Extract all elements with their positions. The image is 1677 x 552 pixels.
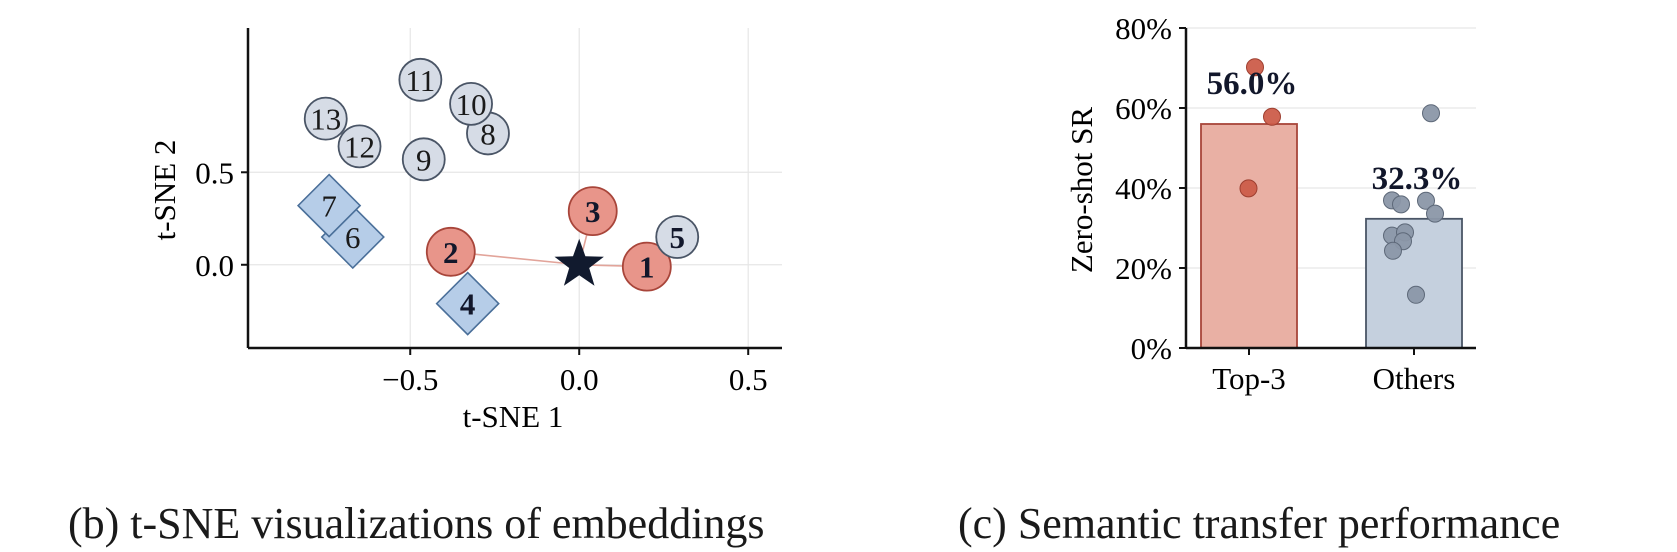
transfer-y-tick-label-1: 20% bbox=[1115, 251, 1172, 286]
tsne-point-label-5: 5 bbox=[669, 220, 685, 255]
transfer-caption: (c) Semantic transfer performance bbox=[958, 499, 1561, 548]
transfer-y-tick-label-4: 80% bbox=[1115, 11, 1172, 46]
transfer-dot-others-3 bbox=[1417, 191, 1435, 210]
tsne-point-label-9: 9 bbox=[416, 142, 432, 177]
tsne-point-marker-7 bbox=[296, 173, 362, 238]
transfer-dot-others-2 bbox=[1392, 195, 1410, 214]
tsne-point-9: 9 bbox=[401, 137, 446, 182]
tsne-point-3: 3 bbox=[567, 186, 618, 237]
transfer-y-tick-label-2: 40% bbox=[1115, 171, 1172, 206]
tsne-point-2: 2 bbox=[425, 226, 476, 277]
tsne-point-label-12: 12 bbox=[344, 129, 375, 164]
transfer-bar-others bbox=[1365, 217, 1463, 349]
transfer-value-label-0: 56.0% bbox=[1207, 66, 1298, 102]
transfer-y-axis-label: Zero-shot SR bbox=[1064, 107, 1099, 274]
transfer-dot-top-3-1 bbox=[1263, 107, 1281, 126]
tsne-point-label-8: 8 bbox=[480, 116, 496, 151]
tsne-y-axis-label: t-SNE 2 bbox=[147, 140, 182, 241]
transfer-value-labels: 56.0% 32.3% bbox=[1207, 66, 1463, 197]
transfer-dot-others-8 bbox=[1384, 241, 1402, 260]
tsne-point-marker-2 bbox=[425, 226, 476, 277]
transfer-dot-others-4 bbox=[1426, 204, 1444, 223]
transfer-y-tick-label-3: 60% bbox=[1115, 91, 1172, 126]
transfer-value-label-1: 32.3% bbox=[1372, 161, 1463, 197]
tsne-point-marker-9 bbox=[401, 137, 446, 182]
tsne-point-label-10: 10 bbox=[456, 87, 487, 122]
transfer-y-tick-label-0: 0% bbox=[1131, 331, 1172, 366]
tsne-target-star bbox=[554, 238, 604, 286]
tsne-x-tick-label-0: −0.5 bbox=[382, 362, 438, 397]
tsne-point-4: 4 bbox=[435, 271, 500, 336]
transfer-tick-labels: 0% 20% 40% 60% 80% Top-3 Others bbox=[1115, 11, 1455, 396]
tsne-point-label-2: 2 bbox=[443, 235, 459, 270]
transfer-dot-others-0 bbox=[1422, 104, 1440, 123]
tsne-point-marker-10 bbox=[449, 81, 493, 126]
tsne-point-marker-4 bbox=[435, 271, 500, 336]
tsne-point-label-3: 3 bbox=[585, 194, 601, 229]
tsne-links bbox=[450, 210, 647, 268]
transfer-dot-others-9 bbox=[1407, 285, 1425, 304]
tsne-point-7: 7 bbox=[296, 173, 362, 238]
transfer-bar-top-3 bbox=[1200, 123, 1298, 349]
tsne-point-11: 11 bbox=[398, 57, 443, 102]
tsne-point-label-11: 11 bbox=[405, 63, 435, 98]
tsne-point-marker-5 bbox=[655, 215, 700, 259]
tsne-point-13: 13 bbox=[303, 96, 348, 141]
tsne-point-marker-11 bbox=[398, 57, 443, 102]
tsne-point-marker-1 bbox=[621, 241, 672, 292]
tsne-x-axis-label: t-SNE 1 bbox=[463, 399, 564, 434]
transfer-bars bbox=[1200, 123, 1463, 349]
tsne-point-10: 10 bbox=[449, 81, 493, 126]
tsne-point-marker-13 bbox=[303, 96, 348, 141]
tsne-caption: (b) t-SNE visualizations of embeddings bbox=[68, 499, 765, 548]
tsne-grid bbox=[248, 28, 782, 348]
tsne-x-tick-label-2: 0.5 bbox=[729, 362, 768, 397]
tsne-y-tick-label-1: 0.5 bbox=[195, 155, 234, 190]
transfer-panel: 0% 20% 40% 60% 80% Top-3 Others 56.0% 32.3% Zer… bbox=[1064, 11, 1476, 396]
transfer-dot-top-3-2 bbox=[1239, 179, 1258, 198]
tsne-point-label-6: 6 bbox=[345, 220, 361, 255]
tsne-point-marker-12 bbox=[337, 124, 382, 169]
tsne-point-label-4: 4 bbox=[460, 287, 476, 322]
transfer-x-tick-label-0: Top-3 bbox=[1212, 361, 1286, 396]
tsne-point-1: 1 bbox=[621, 241, 672, 292]
tsne-point-5: 5 bbox=[655, 215, 700, 259]
transfer-dot-top-3-0 bbox=[1246, 58, 1264, 77]
tsne-point-marker-3 bbox=[567, 186, 618, 237]
tsne-tick-labels: −0.5 0.0 0.5 0.0 0.5 bbox=[195, 155, 767, 397]
tsne-point-12: 12 bbox=[337, 124, 382, 169]
transfer-dots bbox=[1239, 58, 1444, 304]
tsne-x-tick-label-1: 0.0 bbox=[560, 362, 599, 397]
tsne-y-tick-label-0: 0.0 bbox=[195, 248, 234, 283]
tsne-point-label-7: 7 bbox=[321, 189, 337, 224]
transfer-x-tick-label-1: Others bbox=[1373, 361, 1456, 396]
tsne-axes bbox=[246, 28, 782, 350]
tsne-point-label-13: 13 bbox=[310, 102, 341, 137]
tsne-point-label-1: 1 bbox=[639, 250, 655, 285]
